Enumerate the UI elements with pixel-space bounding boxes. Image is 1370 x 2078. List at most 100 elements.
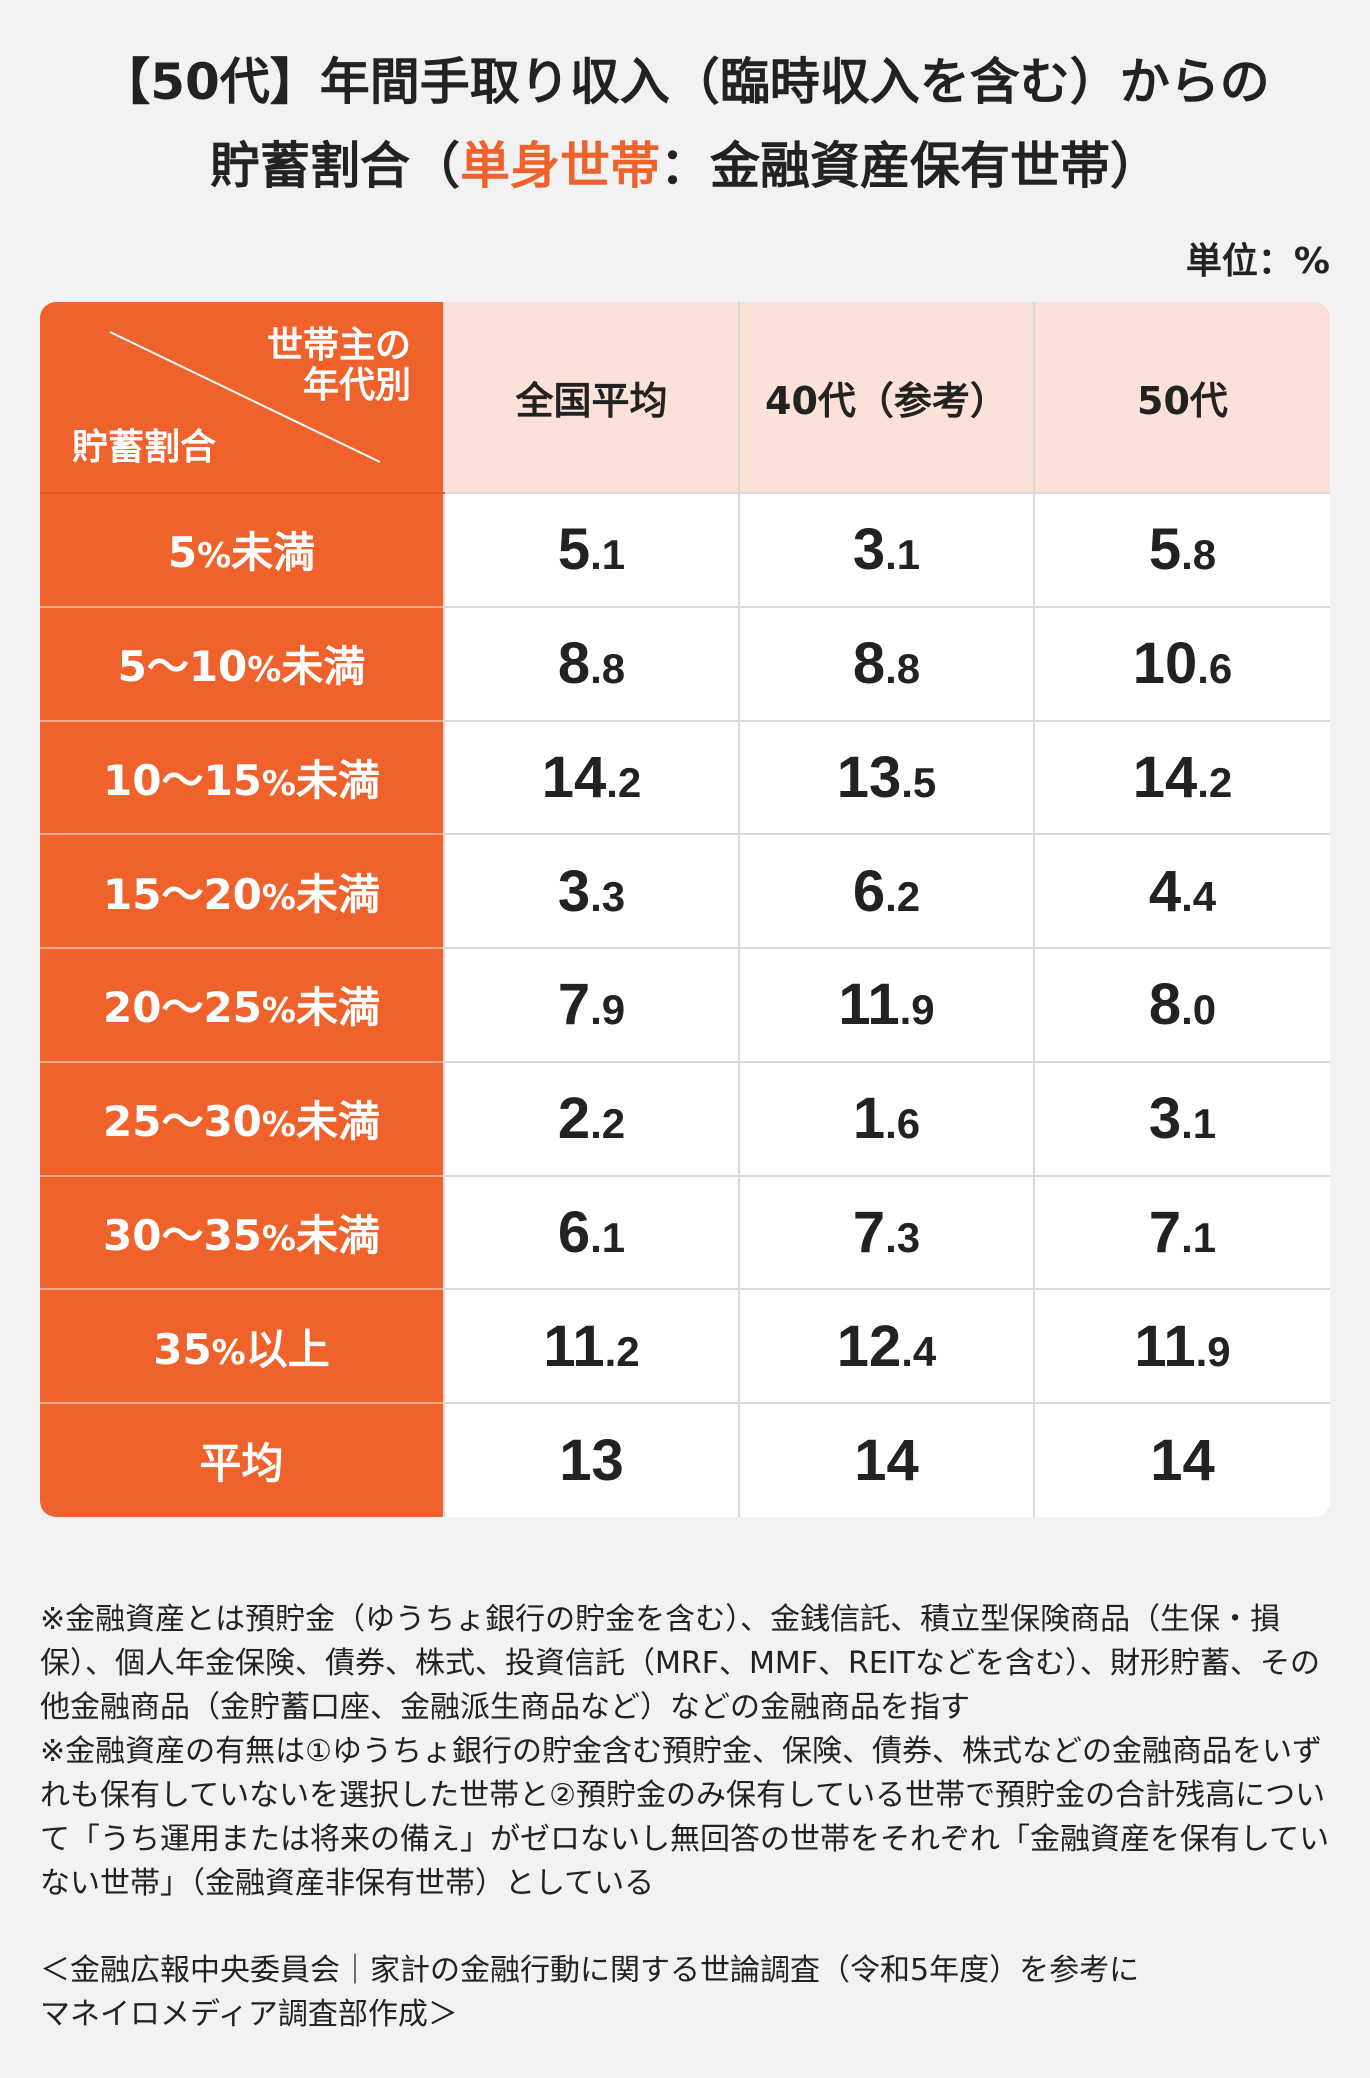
corner-top-line-1: 世帯主の	[266, 325, 411, 366]
value-decimal-part: .2	[590, 1100, 626, 1148]
value-decimal-part: .4	[901, 1327, 937, 1375]
table-cell-value: 6.2	[738, 833, 1034, 949]
value-decimal-part: .6	[1197, 645, 1233, 693]
table-row: 5～10%未満 8.8 8.8 10.6	[40, 605, 1330, 721]
table-cell-value: 1.6	[738, 1060, 1034, 1176]
column-header-national-average: 全国平均	[443, 302, 739, 493]
table-cell-value: 14.2	[443, 719, 739, 835]
source-line-1: ＜金融広報中央委員会｜家計の金融行動に関する世論調査（令和5年度）を参考に	[40, 1953, 1140, 1988]
value-integer-part: 6	[557, 1199, 591, 1265]
value-decimal-part: .3	[590, 872, 626, 920]
row-label-percent: %	[261, 1218, 296, 1259]
row-label-suffix: 未満	[281, 642, 366, 692]
table-row: 35%以上 11.2 12.4 11.9	[40, 1288, 1330, 1404]
value-decimal-part: .2	[885, 872, 921, 920]
table-cell-value: 13	[443, 1402, 739, 1517]
value-integer-part: 7	[1148, 1199, 1182, 1265]
table-row: 30～35%未満 6.1 7.3 7.1	[40, 1174, 1330, 1290]
source-credit: ＜金融広報中央委員会｜家計の金融行動に関する世論調査（令和5年度）を参考に マネ…	[40, 1949, 1330, 2037]
value-decimal-part: .5	[901, 758, 937, 806]
savings-ratio-table: 世帯主の 年代別 貯蓄割合 全国平均 40代（参考） 50代 5%未満 5.1 3.…	[40, 302, 1330, 1517]
value-integer-part: 6	[852, 858, 886, 924]
title-line-1: 【50代】年間手取り収入（臨時収入を含む）からの	[100, 53, 1270, 111]
row-label-suffix: 未満	[295, 869, 380, 919]
value-integer-part: 11	[543, 1313, 605, 1379]
row-label: 35%以上	[40, 1288, 444, 1404]
value-decimal-part: .9	[899, 986, 935, 1034]
table-cell-value: 7.9	[443, 947, 739, 1062]
row-label-suffix: 以上	[245, 1324, 330, 1374]
value-integer-part: 5	[1148, 517, 1182, 583]
value-decimal-part: .8	[1181, 531, 1217, 579]
unit-label: 単位：%	[1185, 241, 1330, 282]
table-cell-value: 3.1	[1033, 1060, 1330, 1176]
column-header-40s: 40代（参考）	[738, 302, 1034, 493]
row-label: 25～30%未満	[40, 1060, 444, 1176]
value-integer-part: 3	[852, 517, 886, 583]
corner-row-axis-label: 貯蓄割合	[72, 427, 217, 468]
value-decimal-part: .2	[1197, 758, 1233, 806]
row-label-number: 30～35	[103, 1210, 262, 1260]
table-row: 20～25%未満 7.9 11.9 8.0	[40, 947, 1330, 1062]
row-label: 30～35%未満	[40, 1174, 444, 1290]
footnote-2: ※金融資産の有無は①ゆうちょ銀行の貯金含む預貯金、保険、債券、株式などの金融商品…	[40, 1734, 1330, 1901]
row-label-suffix: 未満	[295, 983, 380, 1033]
value-integer-part: 5	[557, 517, 591, 583]
table-cell-value: 11.9	[1033, 1288, 1330, 1404]
footnotes: ※金融資産とは預貯金（ゆうちょ銀行の貯金を含む）、金銭信託、積立型保険商品（生保…	[40, 1598, 1330, 1906]
row-label: 10～15%未満	[40, 719, 444, 835]
table-cell-value: 8.0	[1033, 947, 1330, 1062]
data-table: 世帯主の 年代別 貯蓄割合 全国平均 40代（参考） 50代 5%未満 5.1 3.…	[40, 302, 1330, 1517]
row-label-percent: %	[197, 536, 232, 577]
table-cell-value: 10.6	[1033, 605, 1330, 721]
table-cell-value: 14	[1033, 1402, 1330, 1517]
value-integer-part: 14	[1132, 744, 1198, 810]
value-integer-part: 14	[541, 744, 607, 810]
footnote-1: ※金融資産とは預貯金（ゆうちょ銀行の貯金を含む）、金銭信託、積立型保険商品（生保…	[40, 1602, 1320, 1725]
value-integer-part: 11	[838, 972, 900, 1038]
row-label-number: 35	[153, 1324, 212, 1374]
value-decimal-part: .9	[1195, 1327, 1231, 1375]
row-label-suffix: 未満	[231, 528, 316, 578]
row-label-number: 10～15	[103, 755, 262, 805]
value-decimal-part: .8	[590, 645, 626, 693]
table-row: 25～30%未満 2.2 1.6 3.1	[40, 1060, 1330, 1176]
table-row: 10～15%未満 14.2 13.5 14.2	[40, 719, 1330, 835]
row-label-percent: %	[247, 650, 282, 691]
row-label: 5%未満	[40, 492, 444, 607]
row-label-number: 5	[167, 528, 198, 578]
value-integer-part: 8	[1148, 972, 1182, 1038]
column-header-50s: 50代	[1033, 302, 1330, 493]
table-row: 15～20%未満 3.3 6.2 4.4	[40, 833, 1330, 949]
row-label-number: 15～20	[103, 869, 262, 919]
row-label-percent: %	[261, 991, 296, 1032]
table-cell-value: 3.1	[738, 492, 1034, 607]
value-integer-part: 8	[557, 631, 591, 697]
value-integer-part: 12	[836, 1313, 902, 1379]
row-label: 5～10%未満	[40, 605, 444, 721]
table-cell-value: 8.8	[738, 605, 1034, 721]
value-decimal-part: .1	[590, 531, 626, 579]
value-integer-part: 13	[836, 744, 902, 810]
value-integer-part: 11	[1134, 1313, 1196, 1379]
row-label: 20～25%未満	[40, 947, 444, 1062]
table-cell-value: 3.3	[443, 833, 739, 949]
chart-title: 【50代】年間手取り収入（臨時収入を含む）からの 貯蓄割合（単身世帯：金融資産保…	[0, 40, 1370, 208]
table-cell-value: 8.8	[443, 605, 739, 721]
table-cell-value: 7.3	[738, 1174, 1034, 1290]
value-decimal-part: .2	[604, 1327, 640, 1375]
row-label: 平均	[40, 1402, 444, 1517]
table-cell-value: 6.1	[443, 1174, 739, 1290]
row-label-number: 25～30	[103, 1097, 262, 1147]
table-header-row: 世帯主の 年代別 貯蓄割合 全国平均 40代（参考） 50代	[40, 302, 1330, 494]
table-body: 5%未満 5.1 3.1 5.8 5～10%未満 8.8 8.8 10.6 10～15%未満 14…	[40, 492, 1330, 1517]
table-cell-value: 5.8	[1033, 492, 1330, 607]
value-decimal-part: .1	[885, 531, 921, 579]
table-cell-value: 5.1	[443, 492, 739, 607]
value-integer-part: 1	[852, 1086, 886, 1152]
value-integer-part: 2	[557, 1086, 591, 1152]
corner-column-axis-label: 世帯主の 年代別	[267, 326, 411, 406]
row-label-suffix: 未満	[295, 1210, 380, 1260]
table-row: 5%未満 5.1 3.1 5.8	[40, 492, 1330, 607]
row-label-number: 20～25	[103, 983, 262, 1033]
